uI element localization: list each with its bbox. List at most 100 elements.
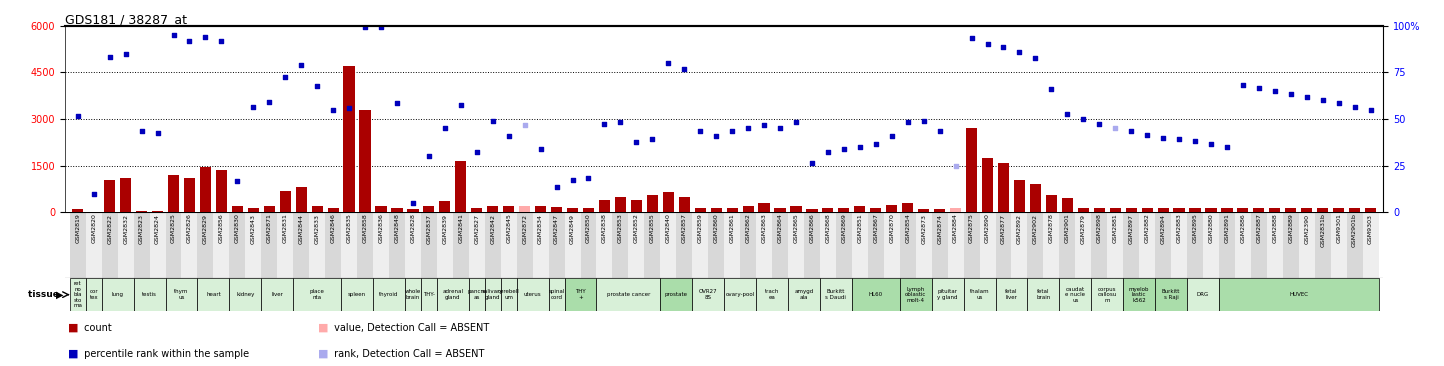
Bar [183, 178, 195, 212]
Bar [1028, 278, 1060, 311]
Bar [549, 278, 565, 311]
Bar [1219, 212, 1235, 278]
Bar [312, 206, 323, 212]
Bar [1011, 212, 1028, 278]
Bar [245, 212, 261, 278]
Bar [344, 66, 355, 212]
Bar [995, 212, 1011, 278]
Text: fetal
liver: fetal liver [1005, 290, 1018, 300]
Text: GSM2858: GSM2858 [362, 214, 368, 243]
Bar [404, 212, 420, 278]
Text: GSM2888: GSM2888 [1272, 214, 1278, 243]
Point [370, 24, 393, 30]
Bar [676, 212, 692, 278]
Bar [1014, 180, 1025, 212]
Text: GSM2843: GSM2843 [251, 214, 256, 244]
Text: myelob
lastic
k562: myelob lastic k562 [1129, 287, 1149, 303]
Point [433, 125, 456, 131]
Bar [1238, 208, 1249, 212]
Bar [788, 212, 804, 278]
Point [66, 113, 90, 119]
Bar [773, 212, 788, 278]
Bar [1331, 212, 1347, 278]
Bar [439, 201, 451, 212]
Bar [120, 178, 131, 212]
Bar [915, 212, 931, 278]
Bar [1109, 208, 1121, 212]
Point [449, 102, 472, 108]
Text: GSM2841: GSM2841 [458, 214, 464, 243]
Bar [503, 206, 514, 212]
Text: GSM2832: GSM2832 [123, 214, 129, 244]
Point [274, 74, 297, 80]
Text: GSM2836: GSM2836 [378, 214, 384, 243]
Point [497, 133, 520, 139]
Point [928, 128, 952, 134]
Point [976, 41, 999, 47]
Point [944, 163, 967, 168]
Bar [1028, 212, 1044, 278]
Text: GSM2831: GSM2831 [283, 214, 287, 243]
Text: ■: ■ [68, 349, 78, 359]
Point [800, 160, 823, 165]
Bar [168, 175, 179, 212]
Text: GSM2882: GSM2882 [1145, 214, 1149, 243]
Text: lung: lung [111, 292, 124, 297]
Bar [341, 278, 373, 311]
Bar [723, 278, 757, 311]
Text: GSM2851: GSM2851 [858, 214, 862, 243]
Bar [1060, 212, 1076, 278]
Text: GSM2848: GSM2848 [394, 214, 400, 243]
Bar [469, 278, 485, 311]
Text: adrenal
gland: adrenal gland [442, 290, 464, 300]
Bar [692, 212, 708, 278]
Bar [1222, 208, 1233, 212]
Text: GSM2839: GSM2839 [442, 214, 448, 244]
Bar [214, 212, 230, 278]
Point [560, 177, 583, 183]
Point [322, 107, 345, 113]
Bar [979, 212, 995, 278]
Text: ovary-pool: ovary-pool [725, 292, 755, 297]
Point [1248, 85, 1271, 91]
Bar [963, 278, 995, 311]
Text: OVR27
8S: OVR27 8S [699, 290, 718, 300]
Text: kidney: kidney [237, 292, 254, 297]
Text: GSM2879: GSM2879 [1080, 214, 1086, 244]
Bar [360, 110, 371, 212]
Point [657, 60, 680, 66]
Bar [758, 203, 770, 212]
Text: GSM2890: GSM2890 [985, 214, 991, 243]
Bar [309, 212, 325, 278]
Text: GSM2849: GSM2849 [570, 214, 575, 244]
Point [673, 66, 696, 72]
Text: HL60: HL60 [869, 292, 882, 297]
Point [1359, 107, 1382, 113]
Text: GSM2820: GSM2820 [91, 214, 97, 243]
Bar [328, 208, 339, 212]
Text: GSM2897: GSM2897 [1129, 214, 1134, 244]
Bar [134, 212, 150, 278]
Point [146, 130, 169, 136]
Bar [404, 278, 420, 311]
Bar [104, 180, 116, 212]
Bar [852, 212, 868, 278]
Point [1135, 131, 1158, 137]
Bar [230, 212, 245, 278]
Bar [293, 212, 309, 278]
Bar [806, 209, 817, 212]
Point [641, 136, 664, 142]
Bar [1093, 208, 1105, 212]
Point [1343, 104, 1366, 109]
Bar [583, 208, 593, 212]
Text: GSM2838: GSM2838 [602, 214, 606, 243]
Point [130, 128, 153, 134]
Text: GSM2895: GSM2895 [1193, 214, 1197, 243]
Bar [293, 278, 341, 311]
Bar [596, 278, 660, 311]
Text: GSM2861: GSM2861 [729, 214, 735, 243]
Point [865, 141, 888, 147]
Bar [757, 278, 788, 311]
Bar [1333, 208, 1344, 212]
Bar [1253, 208, 1265, 212]
